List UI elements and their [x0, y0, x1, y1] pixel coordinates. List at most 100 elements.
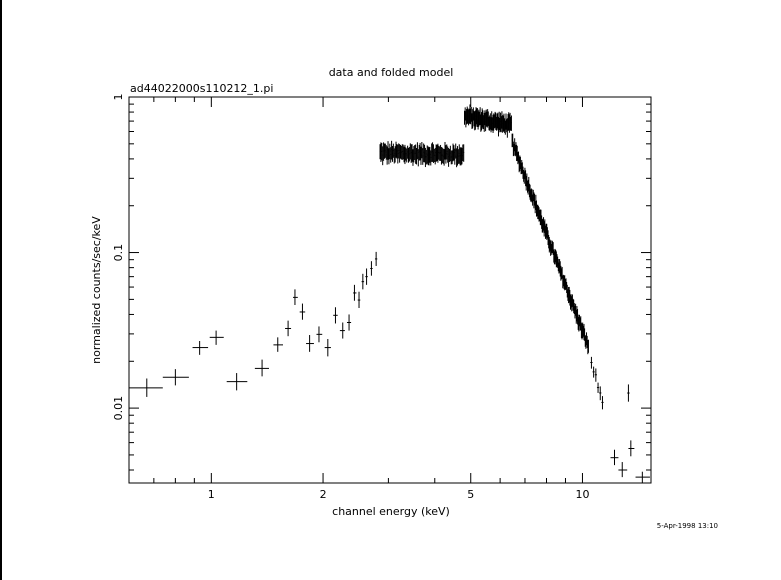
- data-point: [627, 384, 630, 402]
- data-point: [391, 146, 393, 162]
- data-point: [254, 359, 269, 377]
- data-point: [449, 145, 451, 162]
- data-point: [339, 322, 345, 339]
- data-point: [162, 369, 189, 386]
- data-point: [526, 173, 528, 187]
- data-point: [416, 142, 418, 160]
- data-point: [408, 147, 410, 163]
- data-point: [427, 146, 429, 166]
- data-point: [384, 143, 386, 158]
- data-point: [389, 143, 391, 160]
- data-point: [421, 142, 423, 159]
- data-point: [398, 143, 400, 159]
- data-point: [444, 141, 446, 160]
- data-point: [414, 145, 416, 160]
- data-point: [379, 144, 381, 160]
- x-axis-label: channel energy (keV): [332, 505, 450, 518]
- data-point: [519, 156, 521, 170]
- data-point: [431, 143, 433, 162]
- data-point: [383, 143, 385, 159]
- data-point: [561, 266, 563, 279]
- data-point: [552, 242, 554, 255]
- data-point: [575, 303, 577, 316]
- x-tick-label: 5: [467, 488, 474, 501]
- data-point: [390, 147, 392, 163]
- data-point: [445, 145, 447, 164]
- data-point: [406, 148, 408, 163]
- data-point: [422, 148, 424, 165]
- chart-subtitle: ad44022000s110212_1.pi: [130, 82, 273, 95]
- data-point: [392, 143, 394, 158]
- data-point: [429, 146, 431, 163]
- data-point: [418, 144, 420, 161]
- data-point: [316, 326, 323, 343]
- data-point: [293, 289, 298, 306]
- data-point: [601, 396, 604, 410]
- data-point: [440, 144, 442, 161]
- data-point: [442, 148, 444, 164]
- data-point: [610, 449, 619, 466]
- data-point: [273, 337, 284, 352]
- data-point: [396, 144, 398, 159]
- data-point: [441, 147, 443, 164]
- data-point: [374, 251, 378, 266]
- data-point: [463, 144, 465, 162]
- data-point: [512, 133, 514, 147]
- data-point: [510, 115, 512, 131]
- data-point: [584, 328, 586, 341]
- data-point: [407, 145, 409, 159]
- data-point: [417, 149, 419, 167]
- data-point: [456, 146, 458, 166]
- data-point: [424, 144, 426, 163]
- data-point: [393, 148, 395, 164]
- y-tick-label: 0.1: [112, 244, 125, 262]
- data-point: [461, 147, 463, 165]
- data-point: [365, 268, 368, 285]
- data-point: [454, 148, 456, 165]
- data-point: [528, 176, 530, 192]
- data-point: [408, 147, 410, 162]
- data-point: [594, 368, 597, 382]
- data-point: [353, 284, 357, 301]
- data-point: [415, 144, 417, 164]
- data-point: [285, 320, 292, 337]
- data-point: [410, 144, 412, 163]
- y-tick-label: 0.01: [112, 396, 125, 421]
- data-point: [209, 330, 224, 345]
- data-point: [395, 141, 397, 158]
- data-point: [402, 144, 404, 160]
- data-point: [380, 142, 382, 162]
- data-point: [346, 314, 352, 331]
- data-point: [443, 149, 445, 166]
- data-point: [388, 148, 390, 165]
- data-point: [460, 146, 462, 166]
- data-point: [192, 341, 209, 355]
- data-point: [399, 144, 401, 159]
- data-point: [400, 145, 402, 160]
- data-point: [590, 356, 593, 369]
- data-point: [361, 273, 365, 290]
- data-point: [404, 144, 406, 165]
- data-point: [455, 143, 457, 159]
- left-border-line: [0, 0, 2, 580]
- data-point: [446, 144, 448, 160]
- data-point: [394, 146, 396, 163]
- data-point: [452, 143, 454, 162]
- x-tick-label: 1: [208, 488, 215, 501]
- data-point: [462, 144, 464, 161]
- data-point: [592, 366, 595, 378]
- data-point: [428, 147, 430, 166]
- data-point: [405, 147, 407, 161]
- data-point: [399, 144, 401, 163]
- data-point: [596, 382, 600, 393]
- data-point: [438, 145, 440, 160]
- data-point: [411, 144, 413, 162]
- data-point: [401, 144, 403, 160]
- data-point: [386, 146, 388, 165]
- data-point: [383, 142, 385, 161]
- data-point: [453, 145, 455, 161]
- data-point: [436, 144, 438, 162]
- data-point: [439, 146, 441, 161]
- data-point: [534, 193, 536, 206]
